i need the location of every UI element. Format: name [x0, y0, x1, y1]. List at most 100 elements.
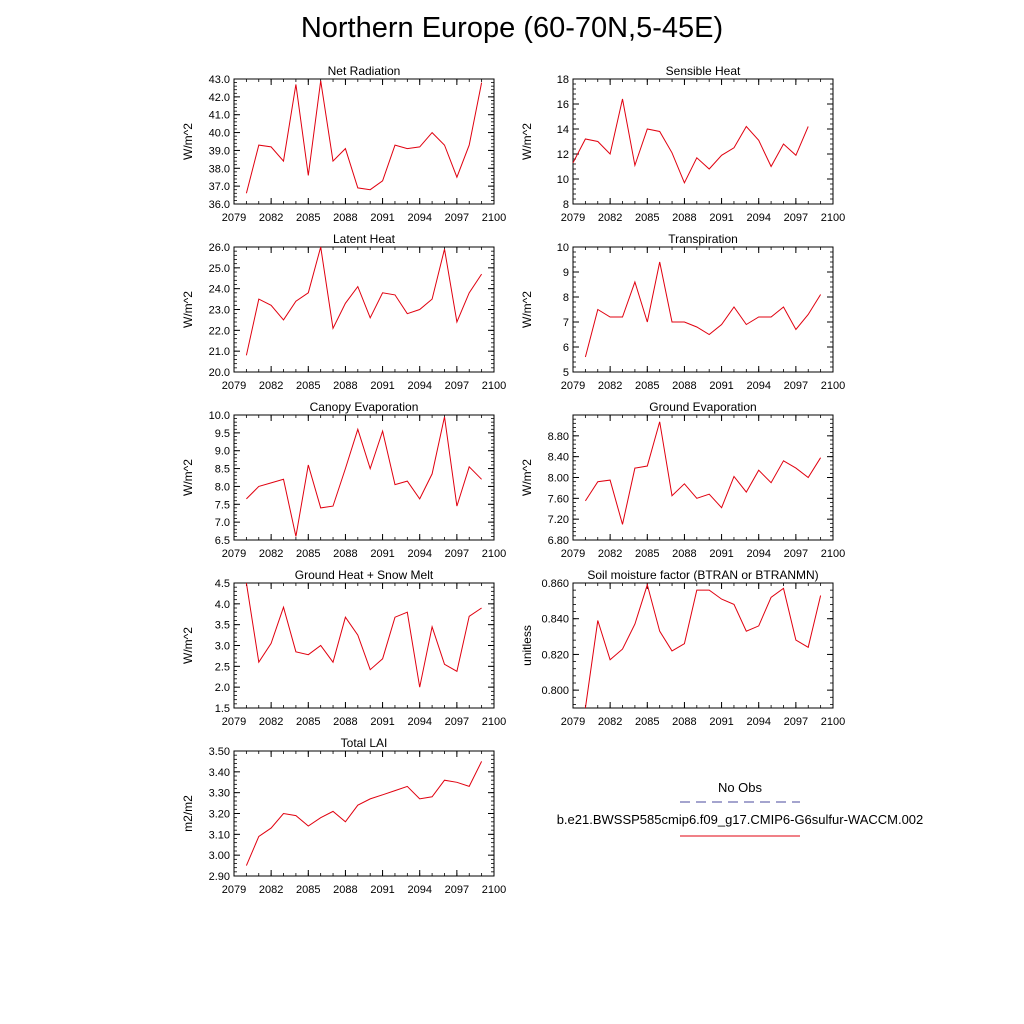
- panel-2-ytick-label: 18: [557, 74, 569, 86]
- panel-8-title: Soil moisture factor (BTRAN or BTRANMN): [587, 568, 818, 582]
- panel-2-xtick-label: 2088: [672, 212, 696, 224]
- panel-7-xtick-label: 2094: [407, 716, 431, 728]
- panel-9-xtick-label: 2094: [407, 884, 431, 896]
- panel-6-xtick-label: 2082: [598, 548, 622, 560]
- panel-5-xtick-label: 2097: [445, 548, 469, 560]
- panel-6-ytick-label: 7.20: [548, 514, 569, 526]
- panel-2-xtick-label: 2094: [746, 212, 770, 224]
- panel-6-ytick-label: 6.80: [548, 535, 569, 547]
- panel-1-ytick-label: 40.0: [209, 128, 230, 140]
- panel-6-xtick-label: 2094: [746, 548, 770, 560]
- panel-6-xtick-label: 2091: [709, 548, 733, 560]
- panel-2-frame: [573, 79, 833, 204]
- panel-1-xtick-label: 2088: [333, 212, 357, 224]
- panel-4-series-line: [585, 262, 820, 357]
- panel-1-title: Net Radiation: [328, 64, 401, 78]
- legend-case-line: [540, 827, 940, 841]
- panel-1-xtick-label: 2097: [445, 212, 469, 224]
- panel-1-ytick-label: 37.0: [209, 181, 230, 193]
- panel-5-xtick-label: 2094: [407, 548, 431, 560]
- panel-2-series-line: [573, 99, 808, 183]
- panel-5-xtick-label: 2091: [370, 548, 394, 560]
- panel-9-ytick-label: 2.90: [209, 871, 230, 883]
- panel-6-title: Ground Evaporation: [649, 400, 756, 414]
- panel-7-ytick-label: 2.0: [215, 682, 230, 694]
- panel-2-ytick-label: 12: [557, 149, 569, 161]
- panel-7-ytick-label: 4.5: [215, 578, 230, 590]
- panel-1-ytick-label: 38.0: [209, 163, 230, 175]
- panel-3-xtick-label: 2085: [296, 380, 320, 392]
- panel-8-xtick-label: 2085: [635, 716, 659, 728]
- legend: No Obs b.e21.BWSSP585cmip6.f09_g17.CMIP6…: [540, 780, 940, 844]
- panel-4-xtick-label: 2100: [821, 380, 845, 392]
- panel-5-ytick-label: 9.0: [215, 446, 230, 458]
- panel-9-ytick-label: 3.00: [209, 850, 230, 862]
- panel-8-xtick-label: 2082: [598, 716, 622, 728]
- panel-3-xtick-label: 2091: [370, 380, 394, 392]
- panel-5-xtick-label: 2085: [296, 548, 320, 560]
- panel-8-ytick-label: 0.860: [541, 578, 569, 590]
- panel-4-xtick-label: 2094: [746, 380, 770, 392]
- panel-1-ytick-label: 42.0: [209, 92, 230, 104]
- panel-3-ytick-label: 23.0: [209, 305, 230, 317]
- panel-4-xtick-label: 2088: [672, 380, 696, 392]
- panel-1-xtick-label: 2094: [407, 212, 431, 224]
- panel-5-xtick-label: 2079: [222, 548, 246, 560]
- panel-4-ytick-label: 5: [563, 367, 569, 379]
- panel-6-xtick-label: 2088: [672, 548, 696, 560]
- panel-9-xtick-label: 2079: [222, 884, 246, 896]
- panel-9-xtick-label: 2097: [445, 884, 469, 896]
- panel-4-ytick-label: 6: [563, 342, 569, 354]
- panel-5-ytick-label: 7.5: [215, 499, 230, 511]
- panel-9-xtick-label: 2088: [333, 884, 357, 896]
- panel-4-title: Transpiration: [668, 232, 738, 246]
- panel-9-xtick-label: 2091: [370, 884, 394, 896]
- panel-7-xtick-label: 2079: [222, 716, 246, 728]
- panel-3-series-line: [246, 247, 481, 355]
- panel-8-frame: [573, 583, 833, 708]
- panel-4-xtick-label: 2091: [709, 380, 733, 392]
- panel-9-series-line: [246, 761, 481, 865]
- panel-8-xtick-label: 2079: [561, 716, 585, 728]
- panel-4-xtick-label: 2079: [561, 380, 585, 392]
- panel-7-ytick-label: 3.0: [215, 641, 230, 653]
- panel-1-xtick-label: 2085: [296, 212, 320, 224]
- panel-1-series-line: [246, 81, 481, 194]
- panel-6-ytick-label: 8.00: [548, 473, 569, 485]
- panel-4-xtick-label: 2085: [635, 380, 659, 392]
- panel-5-xtick-label: 2082: [259, 548, 283, 560]
- panel-4-ytick-label: 7: [563, 317, 569, 329]
- panel-2-xtick-label: 2079: [561, 212, 585, 224]
- panel-7-xtick-label: 2082: [259, 716, 283, 728]
- panel-4-xtick-label: 2082: [598, 380, 622, 392]
- panel-5-ytick-label: 6.5: [215, 535, 230, 547]
- panel-7-frame: [234, 583, 494, 708]
- panel-6-series-line: [585, 422, 820, 525]
- panel-2-xtick-label: 2100: [821, 212, 845, 224]
- panel-2-title: Sensible Heat: [666, 64, 741, 78]
- panel-4-ytick-label: 8: [563, 292, 569, 304]
- panel-3-ytick-label: 25.0: [209, 263, 230, 275]
- panel-2-xtick-label: 2082: [598, 212, 622, 224]
- panel-3-title: Latent Heat: [333, 232, 396, 246]
- panel-7-ytick-label: 4.0: [215, 599, 230, 611]
- panel-3-xtick-label: 2088: [333, 380, 357, 392]
- panel-8-series-line: [585, 585, 820, 708]
- panel-8-xtick-label: 2088: [672, 716, 696, 728]
- panel-9-xtick-label: 2100: [482, 884, 506, 896]
- panel-6-xtick-label: 2097: [784, 548, 808, 560]
- panel-7-ytick-label: 3.5: [215, 620, 230, 632]
- panel-9-ytick-label: 3.10: [209, 829, 230, 841]
- panel-7-title: Ground Heat + Snow Melt: [295, 568, 434, 582]
- panel-7-xtick-label: 2091: [370, 716, 394, 728]
- panel-6-ytick-label: 8.40: [548, 452, 569, 464]
- panel-5-ytick-label: 10.0: [209, 410, 230, 422]
- panel-3-xtick-label: 2097: [445, 380, 469, 392]
- panel-1-ylabel: W/m^2: [181, 123, 195, 160]
- panel-3-ytick-label: 21.0: [209, 346, 230, 358]
- panel-8-ylabel: unitless: [520, 625, 534, 666]
- panel-1-xtick-label: 2079: [222, 212, 246, 224]
- panel-3-ytick-label: 24.0: [209, 284, 230, 296]
- panel-5-xtick-label: 2088: [333, 548, 357, 560]
- panel-9-ylabel: m2/m2: [181, 795, 195, 832]
